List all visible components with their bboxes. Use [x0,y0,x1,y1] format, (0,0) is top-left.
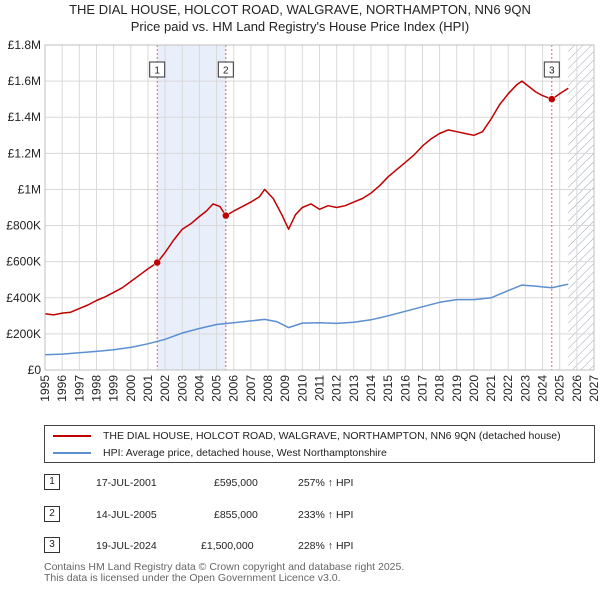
x-tick-label: 2024 [536,375,550,402]
x-tick-label: 1995 [38,375,52,402]
x-tick-label: 2002 [158,375,172,402]
transaction-date: 14-JUL-2005 [96,509,157,521]
price-chart: 1 2 3 £0 £200K £400K £600K £800K £1M £1.2M £1.4M £… [6,38,600,402]
x-tick-label: 2015 [381,375,395,402]
future-hatch-region [568,45,594,370]
x-tick-label: 1996 [55,375,69,402]
x-tick-label: 2003 [175,375,189,402]
y-tick-label: £1.6M [8,74,41,88]
transaction-number: 3 [44,537,60,553]
sale-point [222,211,230,220]
sale-label-box [217,61,234,78]
table-row: 1 17-JUL-2001 £595,000 257% ↑ HPI [44,473,564,493]
table-row: 2 14-JUL-2005 £855,000 233% ↑ HPI [44,505,564,525]
x-tick-label: 2010 [295,375,309,402]
plot-border [44,44,595,371]
sale-label: 1 [154,66,160,77]
x-tick-label: 2019 [450,375,464,402]
transaction-hpi: 233% ↑ HPI [298,509,354,521]
x-tick-label: 2018 [433,375,447,402]
x-tick-label: 2009 [278,375,292,402]
x-tick-label: 2006 [227,375,241,402]
transaction-number: 1 [44,474,60,490]
transaction-price: £595,000 [214,477,258,489]
y-tick-label: £1.2M [8,146,41,160]
legend: THE DIAL HOUSE, HOLCOT ROAD, WALGRAVE, N… [44,425,595,463]
x-tick-label: 2014 [364,375,378,402]
footer-copyright: Contains HM Land Registry data © Crown c… [44,561,405,573]
legend-property-swatch [53,435,91,438]
transaction-hpi: 228% ↑ HPI [298,540,354,552]
y-tick-label: £800K [6,219,41,233]
x-tick-label: 2021 [484,375,498,402]
transaction-price: £1,500,000 [201,540,254,552]
x-tick-label: 2016 [398,375,412,402]
x-tick-label: 2013 [347,375,361,402]
x-tick-label: 2023 [518,375,532,402]
x-tick-label: 2017 [415,375,429,402]
sale-point [153,258,161,267]
x-tick-label: 2008 [261,375,275,402]
chart-title: THE DIAL HOUSE, HOLCOT ROAD, WALGRAVE, N… [69,2,531,17]
y-tick-label: £200K [6,327,41,341]
x-tick-label: 2025 [553,375,567,402]
legend-hpi-label: HPI: Average price, detached house, West… [103,447,387,459]
transaction-price: £855,000 [214,509,258,521]
hpi-line [44,283,569,356]
y-tick-label: £1M [18,182,41,196]
x-tick-label: 2022 [501,375,515,402]
x-tick-label: 1999 [107,375,121,402]
transaction-hpi: 257% ↑ HPI [298,477,354,489]
transaction-date: 17-JUL-2001 [96,477,157,489]
x-tick-label: 2004 [192,375,206,402]
x-tick-label: 2020 [467,375,481,402]
property-price-line [44,80,569,316]
x-tick-label: 2000 [124,375,138,402]
x-tick-label: 2026 [570,375,584,402]
x-tick-label: 2007 [244,375,258,402]
legend-property-label: THE DIAL HOUSE, HOLCOT ROAD, WALGRAVE, N… [103,430,561,442]
sale-point [548,95,556,103]
legend-item-hpi: HPI: Average price, detached house, West… [53,445,387,461]
chart-subtitle: Price paid vs. HM Land Registry's House … [130,19,470,34]
x-tick-label: 2027 [587,375,600,402]
legend-hpi-swatch [53,452,91,455]
footer-licence: This data is licensed under the Open Gov… [44,572,341,584]
x-tick-label: 1997 [72,375,86,402]
legend-item-property: THE DIAL HOUSE, HOLCOT ROAD, WALGRAVE, N… [53,428,561,444]
x-tick-label: 2012 [330,375,344,402]
y-tick-label: £1.8M [8,38,41,52]
x-tick-label: 2005 [210,375,224,402]
sale-label-box [543,61,560,78]
sale-label-box [149,61,166,78]
sale-label: 3 [549,66,555,77]
y-tick-label: £600K [6,255,41,269]
table-row: 3 19-JUL-2024 £1,500,000 228% ↑ HPI [44,536,564,556]
y-tick-label: £1.4M [8,110,41,124]
sale-period-shade [157,45,226,370]
x-tick-label: 2001 [141,375,155,402]
transaction-number: 2 [44,506,60,522]
y-tick-label: £0 [28,363,42,377]
y-tick-label: £400K [6,291,41,305]
x-tick-label: 1998 [89,375,103,402]
x-tick-label: 2011 [313,375,327,401]
sale-label: 2 [223,66,229,77]
transaction-date: 19-JUL-2024 [96,540,157,552]
